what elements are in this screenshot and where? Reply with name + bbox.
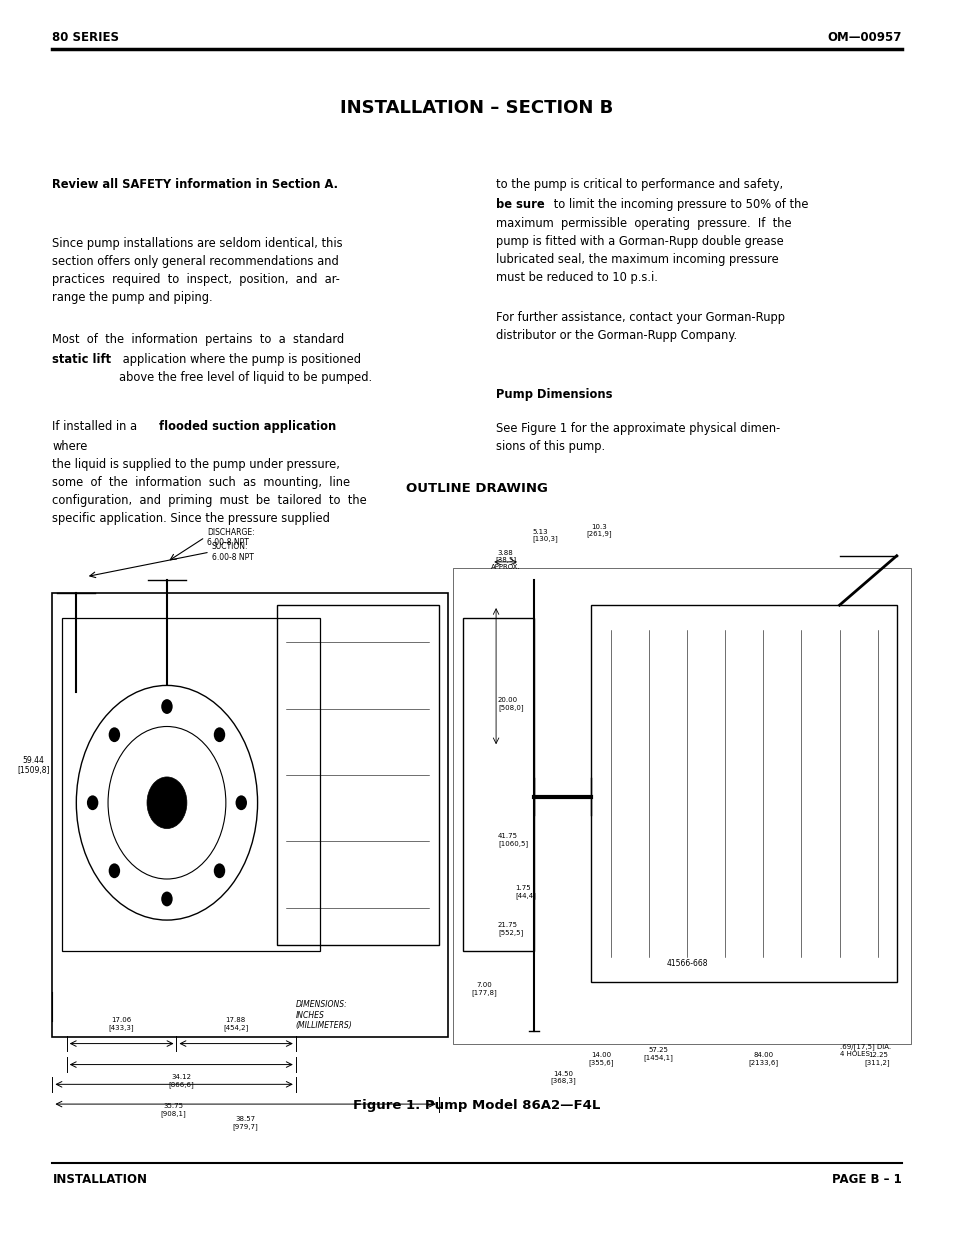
Text: 17.88
[454,2]: 17.88 [454,2] <box>223 1018 248 1031</box>
Text: OM—00957: OM—00957 <box>826 31 901 44</box>
Text: 14.00
[355,6]: 14.00 [355,6] <box>588 1052 613 1066</box>
Text: flooded suction application: flooded suction application <box>159 420 336 433</box>
Text: For further assistance, contact your Gorman-Rupp
distributor or the Gorman-Rupp : For further assistance, contact your Gor… <box>496 311 784 342</box>
Text: 57.25
[1454,1]: 57.25 [1454,1] <box>642 1047 673 1061</box>
Text: 35.75
[908,1]: 35.75 [908,1] <box>161 1103 186 1116</box>
Text: 41566-668: 41566-668 <box>665 958 707 968</box>
Text: DISCHARGE:
6.00-8 NPT: DISCHARGE: 6.00-8 NPT <box>207 527 254 547</box>
Text: Since pump installations are seldom identical, this
section offers only general : Since pump installations are seldom iden… <box>52 237 343 304</box>
Circle shape <box>161 699 172 714</box>
Circle shape <box>235 795 247 810</box>
Bar <box>276 605 438 945</box>
Text: .69/[17,5] DIA.
4 HOLES: .69/[17,5] DIA. 4 HOLES <box>839 1044 890 1057</box>
Circle shape <box>161 892 172 906</box>
Bar <box>462 618 534 951</box>
Text: Figure 1. Pump Model 86A2—F4L: Figure 1. Pump Model 86A2—F4L <box>353 1099 600 1113</box>
Circle shape <box>109 863 120 878</box>
Circle shape <box>213 727 225 742</box>
Text: 1.75
[44,4]: 1.75 [44,4] <box>515 884 536 899</box>
Text: See Figure 1 for the approximate physical dimen-
sions of this pump.: See Figure 1 for the approximate physica… <box>496 422 780 453</box>
Text: DIMENSIONS:
INCHES
(MILLIMETERS): DIMENSIONS: INCHES (MILLIMETERS) <box>295 1000 352 1030</box>
Text: 38.57
[979,7]: 38.57 [979,7] <box>233 1116 257 1130</box>
Circle shape <box>147 777 187 829</box>
Text: 7.00
[177,8]: 7.00 [177,8] <box>472 982 497 995</box>
Circle shape <box>87 795 98 810</box>
Circle shape <box>109 727 120 742</box>
Text: INSTALLATION: INSTALLATION <box>52 1173 148 1187</box>
Text: 5.13
[130,3]: 5.13 [130,3] <box>532 529 558 542</box>
Text: Pump Dimensions: Pump Dimensions <box>496 388 612 401</box>
Text: 20.00
[508,0]: 20.00 [508,0] <box>497 697 523 711</box>
Text: Most  of  the  information  pertains  to  a  standard: Most of the information pertains to a st… <box>52 333 344 347</box>
Text: 12.25
[311,2]: 12.25 [311,2] <box>864 1052 889 1066</box>
Text: 34.12
[866,6]: 34.12 [866,6] <box>169 1074 193 1088</box>
Text: to the pump is critical to performance and safety,: to the pump is critical to performance a… <box>496 178 782 191</box>
Text: static lift: static lift <box>52 353 112 367</box>
Text: to limit the incoming pressure to 50% of the: to limit the incoming pressure to 50% of… <box>549 198 807 211</box>
Text: 21.75
[552,5]: 21.75 [552,5] <box>497 921 522 936</box>
Text: Review all SAFETY information in Section A.: Review all SAFETY information in Section… <box>52 178 338 191</box>
Text: application where the pump is positioned
above the free level of liquid to be pu: application where the pump is positioned… <box>119 353 372 384</box>
Text: maximum  permissible  operating  pressure.  If  the
pump is fitted with a Gorman: maximum permissible operating pressure. … <box>496 217 791 284</box>
Text: 3.88
[38,5]
APPROX.: 3.88 [38,5] APPROX. <box>490 550 520 571</box>
Text: be sure: be sure <box>496 198 544 211</box>
Text: INSTALLATION – SECTION B: INSTALLATION – SECTION B <box>340 99 613 117</box>
Text: PAGE B – 1: PAGE B – 1 <box>831 1173 901 1187</box>
Text: If installed in a: If installed in a <box>52 420 141 433</box>
Text: OUTLINE DRAWING: OUTLINE DRAWING <box>406 482 547 495</box>
Text: 14.50
[368,3]: 14.50 [368,3] <box>550 1071 575 1084</box>
Bar <box>453 568 910 1044</box>
Bar <box>52 593 448 1037</box>
Text: 80 SERIES: 80 SERIES <box>52 31 119 44</box>
Text: SUCTION:
6.00-8 NPT: SUCTION: 6.00-8 NPT <box>212 542 253 562</box>
Bar <box>62 618 319 951</box>
Text: 59.44
[1509,8]: 59.44 [1509,8] <box>17 756 50 776</box>
Bar <box>591 605 896 982</box>
Text: 84.00
[2133,6]: 84.00 [2133,6] <box>747 1052 778 1066</box>
Text: 10.3
[261,9]: 10.3 [261,9] <box>586 524 611 537</box>
Circle shape <box>213 863 225 878</box>
Text: 41.75
[1060,5]: 41.75 [1060,5] <box>497 832 528 847</box>
Text: where
the liquid is supplied to the pump under pressure,
some  of  the  informat: where the liquid is supplied to the pump… <box>52 440 367 525</box>
Text: 17.06
[433,3]: 17.06 [433,3] <box>109 1018 133 1031</box>
